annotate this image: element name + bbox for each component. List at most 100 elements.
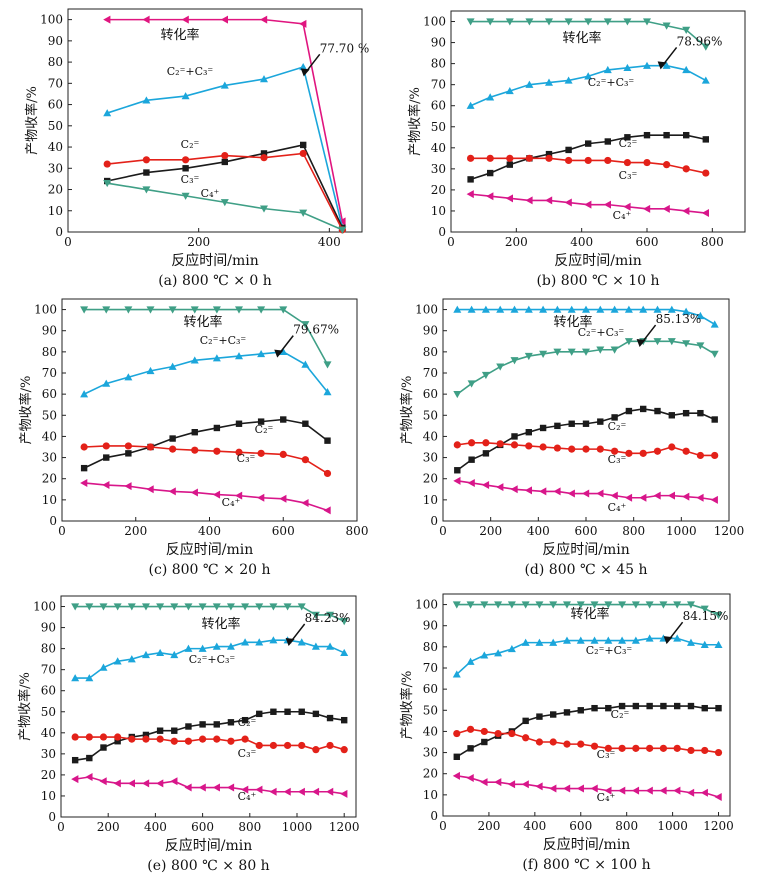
data-point xyxy=(85,773,93,782)
data-point xyxy=(567,489,575,498)
data-point xyxy=(659,601,668,609)
data-point xyxy=(235,306,243,314)
data-point xyxy=(510,305,519,313)
series-label: C₂⁼ xyxy=(255,423,274,436)
data-point xyxy=(302,420,309,427)
data-point xyxy=(181,15,189,24)
y-tick-label: 80 xyxy=(423,640,438,654)
series-label: C₃⁼ xyxy=(237,452,256,465)
data-point xyxy=(213,424,221,432)
data-point xyxy=(700,605,709,613)
data-point xyxy=(480,727,488,736)
data-point xyxy=(453,441,461,449)
data-point xyxy=(610,491,618,500)
data-point xyxy=(653,447,662,455)
data-point xyxy=(71,775,79,784)
data-point xyxy=(241,716,249,724)
data-point xyxy=(596,305,605,313)
data-point xyxy=(623,202,631,211)
data-point xyxy=(280,416,287,423)
data-point xyxy=(466,18,475,26)
y-tick-label: 40 xyxy=(48,140,63,154)
data-point xyxy=(279,494,287,503)
data-point xyxy=(257,349,266,358)
series-label: C₃⁼ xyxy=(181,173,200,186)
data-point xyxy=(643,18,651,26)
annotation-label: 84.15% xyxy=(683,609,729,623)
data-point xyxy=(260,150,268,157)
y-tick-label: 10 xyxy=(423,788,438,802)
y-tick-label: 10 xyxy=(42,493,57,507)
panel-caption: (f) 800 ℃ × 100 h xyxy=(522,857,650,873)
data-point xyxy=(212,354,221,362)
x-axis-label: 反应时间/min xyxy=(166,541,254,558)
data-point xyxy=(682,409,690,417)
data-point xyxy=(142,735,150,743)
data-point xyxy=(453,390,462,399)
x-axis-label: 反应时间/min xyxy=(554,252,642,269)
data-point xyxy=(603,18,612,26)
data-point xyxy=(653,491,661,500)
data-point xyxy=(611,447,619,455)
data-point xyxy=(654,407,661,415)
x-tick-label: 600 xyxy=(575,524,598,538)
x-tick-label: 600 xyxy=(272,524,295,538)
data-point xyxy=(507,780,516,789)
data-point xyxy=(168,362,177,370)
series-2 xyxy=(453,702,722,760)
y-tick-label: 90 xyxy=(423,324,438,338)
data-point xyxy=(143,169,150,176)
y-axis-label: 产物收率/% xyxy=(399,376,415,445)
series-3 xyxy=(453,439,719,460)
data-point xyxy=(226,783,235,792)
data-point xyxy=(522,717,529,725)
x-tick-label: 0 xyxy=(447,235,455,249)
y-tick-label: 30 xyxy=(41,747,56,761)
data-point xyxy=(299,62,308,71)
data-point xyxy=(525,196,533,205)
data-point xyxy=(102,379,111,387)
data-point xyxy=(71,733,79,741)
data-point xyxy=(506,161,513,168)
data-point xyxy=(283,603,292,611)
plot-frame xyxy=(450,10,746,233)
data-point xyxy=(486,154,494,162)
data-point xyxy=(114,738,121,745)
data-point xyxy=(185,723,192,730)
data-point xyxy=(631,786,640,795)
data-point xyxy=(539,487,547,496)
data-point xyxy=(494,778,502,787)
data-point xyxy=(682,26,691,34)
data-point xyxy=(525,154,534,162)
data-point xyxy=(453,753,460,760)
data-point xyxy=(156,727,164,734)
series-line xyxy=(456,603,719,616)
x-tick-label: 0 xyxy=(64,235,72,249)
data-point xyxy=(618,744,626,752)
data-point xyxy=(156,648,165,657)
y-tick-label: 100 xyxy=(423,15,446,29)
data-point xyxy=(507,644,516,653)
data-point xyxy=(508,729,516,738)
series-label: 转化率 xyxy=(570,606,609,622)
data-point xyxy=(198,644,207,652)
y-tick-label: 100 xyxy=(40,13,63,27)
series-label: C₄⁺ xyxy=(201,187,220,200)
data-point xyxy=(71,756,79,764)
data-point xyxy=(241,638,250,646)
data-point xyxy=(623,18,632,26)
x-tick-label: 0 xyxy=(439,819,447,833)
data-point xyxy=(301,321,310,329)
data-point xyxy=(146,366,155,375)
x-tick-label: 200 xyxy=(187,235,210,249)
series-3 xyxy=(453,725,723,757)
y-tick-label: 30 xyxy=(423,746,438,760)
y-tick-label: 70 xyxy=(431,78,446,92)
series-label: C₄⁺ xyxy=(222,496,241,509)
data-point xyxy=(505,194,513,203)
data-point xyxy=(141,650,150,659)
data-point xyxy=(227,719,235,726)
series-label: C₂⁼ xyxy=(611,708,630,721)
data-point xyxy=(683,131,690,139)
y-tick-label: 90 xyxy=(42,324,57,338)
